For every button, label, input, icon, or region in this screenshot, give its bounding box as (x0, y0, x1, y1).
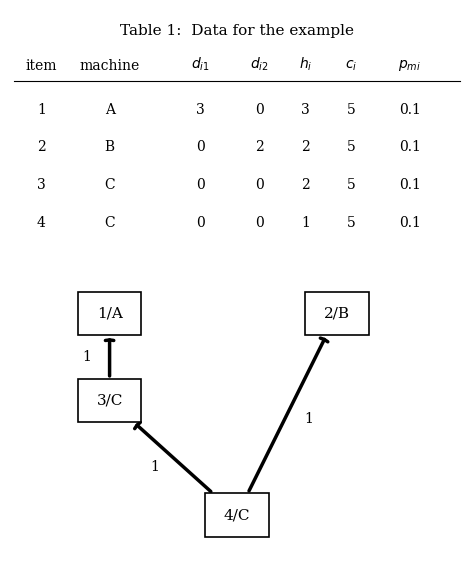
Text: 0: 0 (255, 103, 264, 117)
FancyBboxPatch shape (78, 379, 141, 422)
Text: 2/B: 2/B (324, 307, 350, 321)
Text: 5: 5 (346, 178, 355, 192)
Text: 0.1: 0.1 (399, 178, 421, 192)
Text: 0.1: 0.1 (399, 103, 421, 117)
Text: 3: 3 (196, 103, 205, 117)
Text: 0.1: 0.1 (399, 215, 421, 230)
Text: 0: 0 (196, 178, 205, 192)
Text: $d_{i1}$: $d_{i1}$ (191, 55, 210, 73)
Text: 0: 0 (255, 215, 264, 230)
Text: $p_{mi}$: $p_{mi}$ (399, 57, 421, 73)
Text: 2: 2 (301, 178, 310, 192)
Text: 2: 2 (301, 140, 310, 154)
Text: C: C (104, 178, 115, 192)
Text: A: A (105, 103, 115, 117)
Text: 4: 4 (37, 215, 46, 230)
Text: 0: 0 (255, 178, 264, 192)
Text: 3/C: 3/C (96, 394, 123, 407)
Text: 5: 5 (346, 140, 355, 154)
Text: 0: 0 (196, 215, 205, 230)
Text: 1: 1 (37, 103, 46, 117)
Text: $h_i$: $h_i$ (299, 55, 312, 73)
Text: 1: 1 (301, 215, 310, 230)
Text: C: C (104, 215, 115, 230)
FancyBboxPatch shape (205, 493, 269, 537)
Text: 5: 5 (346, 103, 355, 117)
FancyBboxPatch shape (78, 292, 141, 335)
Text: B: B (105, 140, 115, 154)
Text: item: item (26, 58, 57, 73)
Text: $d_{i2}$: $d_{i2}$ (250, 55, 269, 73)
Text: 1/A: 1/A (97, 307, 122, 321)
Text: 2: 2 (37, 140, 46, 154)
Text: 0: 0 (196, 140, 205, 154)
Text: 2: 2 (255, 140, 264, 154)
Text: 3: 3 (37, 178, 46, 192)
Text: 4/C: 4/C (224, 508, 250, 522)
Text: 0.1: 0.1 (399, 140, 421, 154)
Text: 1: 1 (304, 413, 313, 426)
FancyBboxPatch shape (305, 292, 369, 335)
Text: 1: 1 (151, 460, 160, 474)
Text: Table 1:  Data for the example: Table 1: Data for the example (120, 24, 354, 38)
Text: 3: 3 (301, 103, 310, 117)
Text: machine: machine (80, 58, 140, 73)
Text: 5: 5 (346, 215, 355, 230)
Text: $c_i$: $c_i$ (345, 58, 357, 73)
Text: 1: 1 (82, 350, 91, 364)
